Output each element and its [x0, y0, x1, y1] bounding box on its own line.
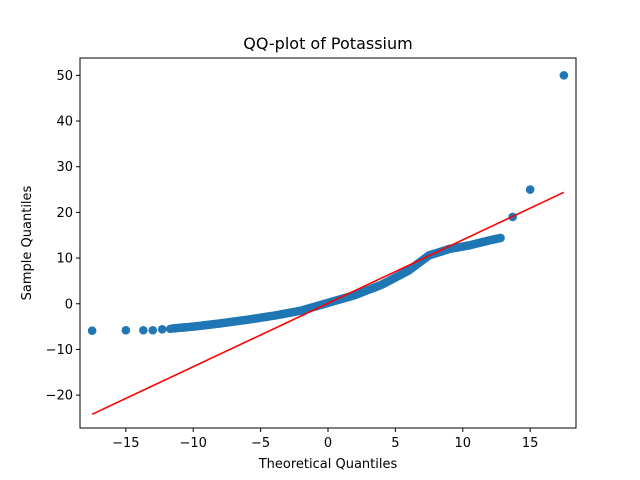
x-axis-label: Theoretical Quantiles — [258, 457, 398, 472]
data-point — [87, 326, 97, 336]
y-tick-label: 50 — [56, 69, 73, 84]
plot-area — [87, 71, 569, 416]
y-tick-label: −10 — [46, 343, 73, 358]
y-tick-label: 0 — [65, 297, 73, 312]
data-point — [166, 324, 175, 334]
y-tick-label: 40 — [56, 115, 73, 130]
chart-title: QQ-plot of Potassium — [243, 34, 412, 53]
data-point — [148, 325, 158, 335]
x-tick-label: −15 — [112, 436, 139, 451]
reference-line — [91, 191, 565, 416]
x-tick-label: 5 — [391, 436, 399, 451]
data-point — [525, 185, 535, 194]
x-tick-label: 0 — [324, 436, 332, 451]
x-tick-label: 15 — [522, 436, 539, 451]
x-tick-label: −5 — [251, 436, 270, 451]
data-point — [139, 325, 148, 335]
y-tick-label: 10 — [56, 252, 73, 267]
y-axis: −20 −10 0 10 20 30 40 50 — [46, 69, 80, 404]
plot-frame — [79, 57, 577, 429]
y-tick-label: 20 — [56, 206, 73, 221]
x-axis: −15 −10 −5 0 5 10 15 — [112, 428, 538, 451]
y-tick-label: 30 — [56, 160, 73, 175]
data-point — [559, 71, 569, 80]
data-point — [496, 233, 505, 243]
y-tick-label: −20 — [46, 389, 73, 404]
y-axis-label: Sample Quantiles — [20, 185, 35, 300]
data-point — [121, 325, 131, 335]
x-tick-label: −10 — [179, 436, 206, 451]
data-point — [157, 325, 167, 334]
x-tick-label: 10 — [455, 436, 472, 451]
